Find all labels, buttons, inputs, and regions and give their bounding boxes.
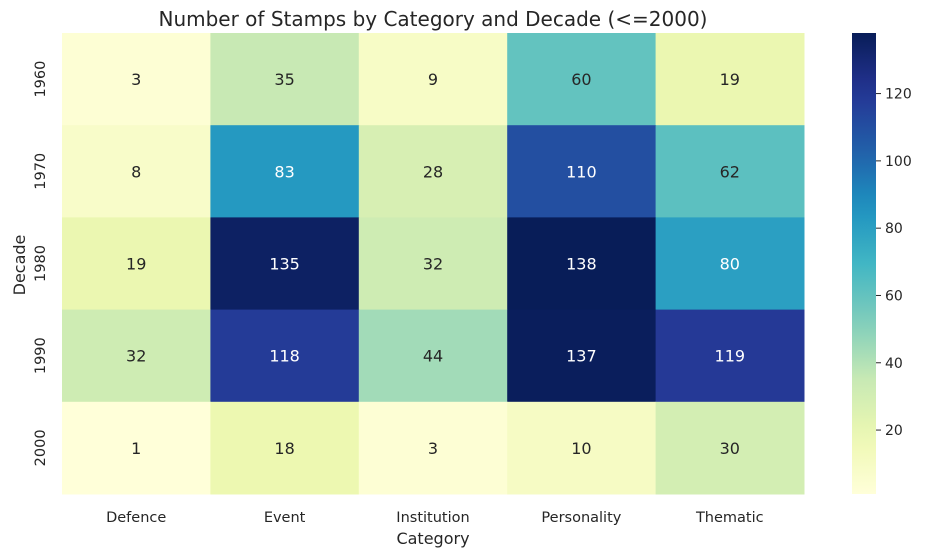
heatmap-cell xyxy=(210,401,360,495)
heatmap-cell xyxy=(358,217,508,311)
cell-value-label: 9 xyxy=(428,70,438,89)
x-axis-label: Category xyxy=(396,529,469,548)
cell-value-label: 80 xyxy=(720,255,740,274)
heatmap-cell xyxy=(655,401,805,495)
heatmap-cell xyxy=(507,217,657,311)
colorbar xyxy=(852,33,876,494)
cell-value-label: 83 xyxy=(274,162,294,181)
cell-value-label: 3 xyxy=(131,70,141,89)
colorbar-tick-label: 60 xyxy=(885,288,903,304)
cell-value-label: 19 xyxy=(720,70,740,89)
colorbar-tick-label: 40 xyxy=(885,356,903,372)
x-tick-label: Institution xyxy=(396,510,469,526)
cell-value-label: 10 xyxy=(571,439,591,458)
x-tick-label: Defence xyxy=(106,510,166,526)
cell-value-label: 110 xyxy=(566,162,597,181)
cell-value-label: 3 xyxy=(428,439,438,458)
heatmap-cell xyxy=(210,309,360,403)
colorbar-tick-label: 20 xyxy=(885,423,903,439)
y-tick-label: 1980 xyxy=(33,245,49,282)
cell-value-label: 19 xyxy=(126,255,146,274)
colorbar-tick-label: 120 xyxy=(885,87,912,103)
x-tick-label: Event xyxy=(264,510,306,526)
cell-value-label: 118 xyxy=(269,347,300,366)
cell-value-label: 32 xyxy=(423,255,443,274)
cell-value-label: 30 xyxy=(720,439,740,458)
heatmap-cell xyxy=(62,309,211,403)
heatmap-cell xyxy=(210,125,360,218)
heatmap-cell xyxy=(358,401,508,495)
cell-value-label: 28 xyxy=(423,162,443,181)
heatmap-cell xyxy=(210,217,360,311)
cell-value-label: 138 xyxy=(566,255,597,274)
cell-value-label: 32 xyxy=(126,347,146,366)
y-tick-label: 1960 xyxy=(33,61,49,98)
y-tick-label: 2000 xyxy=(33,429,49,466)
x-axis-ticks: Defence Event Institution Personality Themat… xyxy=(106,510,764,526)
heatmap-cell xyxy=(655,217,805,311)
heatmap-cell xyxy=(507,33,657,126)
y-tick-label: 1990 xyxy=(33,337,49,374)
y-axis-label: Decade xyxy=(10,235,29,296)
heatmap-cell xyxy=(655,309,805,403)
heatmap-cell xyxy=(655,33,805,126)
cell-value-label: 62 xyxy=(720,162,740,181)
heatmap-cell xyxy=(655,125,805,218)
cell-value-label: 135 xyxy=(269,255,300,274)
cell-value-label: 119 xyxy=(715,347,746,366)
colorbar-tick-label: 100 xyxy=(885,154,912,170)
cell-value-label: 44 xyxy=(423,347,443,366)
heatmap-cell xyxy=(210,33,360,126)
y-tick-label: 1970 xyxy=(33,153,49,190)
heatmap-cell xyxy=(62,217,211,311)
heatmap-cell xyxy=(507,125,657,218)
x-tick-label: Thematic xyxy=(695,510,764,526)
heatmap-cell xyxy=(358,33,508,126)
chart-title: Number of Stamps by Category and Decade … xyxy=(158,7,707,31)
x-tick-label: Personality xyxy=(541,510,621,526)
cell-value-label: 1 xyxy=(131,439,141,458)
heatmap-cell xyxy=(62,401,211,495)
heatmap-cell xyxy=(62,33,211,126)
heatmap-cell xyxy=(62,125,211,218)
cell-value-label: 60 xyxy=(571,70,591,89)
cell-value-label: 18 xyxy=(274,439,294,458)
heatmap-cell xyxy=(358,125,508,218)
heatmap-cell xyxy=(358,309,508,403)
cell-value-label: 137 xyxy=(566,347,597,366)
y-axis-ticks: 1960 1970 1980 1990 2000 xyxy=(33,61,49,467)
colorbar-tick-label: 80 xyxy=(885,221,903,237)
heatmap-cell xyxy=(507,401,657,495)
colorbar-ticks: 20 40 60 80 100 120 xyxy=(876,87,912,439)
cell-value-label: 35 xyxy=(274,70,294,89)
cell-value-label: 8 xyxy=(131,162,141,181)
heatmap-cell xyxy=(507,309,657,403)
